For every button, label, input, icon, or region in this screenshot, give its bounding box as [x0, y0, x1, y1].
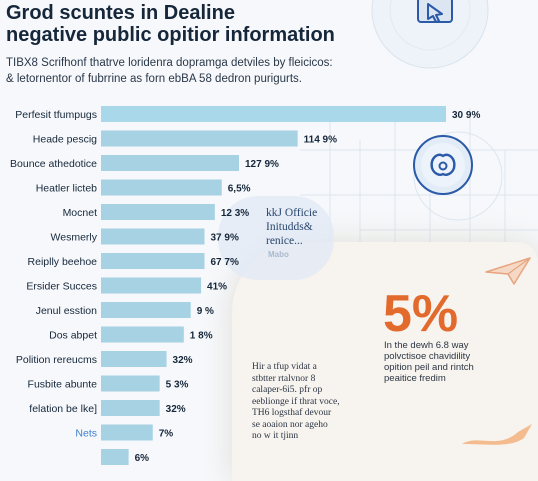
value-label-3: 6,5%: [228, 184, 251, 195]
value-label-12: 32%: [166, 404, 186, 415]
value-label-1: 114 9%: [304, 135, 337, 146]
orange-swoosh: [462, 424, 532, 445]
subtitle: TIBX8 Scrifhonf thatrve loridenra dopram…: [6, 55, 386, 87]
big-percent: 5%: [383, 285, 459, 343]
bar-6: [101, 253, 205, 269]
title-line-1: Grod scuntes in Dealine: [6, 2, 235, 24]
left-note-line-7: no w it tjinn: [252, 431, 299, 441]
category-label-9: Dos abpet: [49, 330, 97, 342]
bar-7: [101, 277, 202, 294]
value-label-4: 12 3%: [221, 208, 249, 219]
value-label-8: 9 %: [197, 306, 214, 317]
bar-10: [101, 351, 167, 367]
left-note: Hir a tfup vidat a stbtter rtalvnor 8 ca…: [252, 362, 384, 443]
badge-line-1: kkJ Officie: [266, 207, 318, 219]
left-note-line-4: eeblionge if thrat voce,: [252, 396, 340, 407]
bar-4: [101, 204, 215, 220]
category-label-7: Ersider Succes: [26, 281, 97, 293]
right-note: In the dewh 6.8 way polvctisoe chavidili…: [384, 340, 534, 384]
category-label-12: felation be lke]: [29, 403, 97, 415]
bar-chart: Perfesit tfumpugs 30 9% Heade pescig 114 9%…: [10, 106, 480, 465]
flower-ring-icon: [413, 135, 473, 195]
value-label-13: 7%: [159, 429, 174, 440]
category-label-2: Bounce athedotice: [10, 158, 97, 170]
category-label-5: Wesmerly: [51, 232, 98, 244]
cursor-arrow-icon: [417, 0, 453, 23]
bar-14: [101, 449, 129, 465]
value-label-5: 37 9%: [211, 233, 239, 244]
left-note-line-5: TH6 logsthaf devour: [252, 408, 332, 418]
category-label-8: Jenul esstion: [36, 305, 97, 317]
subtitle-line-2: & letornentor of fubrrine as forn ebBA 5…: [6, 73, 302, 85]
right-note-line-1: In the dewh 6.8 way: [384, 340, 469, 351]
value-label-14: 6%: [135, 453, 150, 464]
subtitle-line-1: TIBX8 Scrifhonf thatrve loridenra dopram…: [6, 57, 333, 69]
paper-plane-icon: [485, 257, 531, 285]
category-label-0: Perfesit tfumpugs: [15, 109, 97, 121]
right-note-line-3: opition peil and rintch: [384, 362, 474, 373]
badge-card: [218, 196, 334, 280]
right-note-line-2: polvctisoe chavidility: [384, 351, 471, 362]
bar-11: [101, 375, 160, 392]
category-label-4: Mocnet: [63, 207, 98, 219]
bar-2: [101, 155, 239, 171]
value-label-11: 5 3%: [166, 380, 189, 391]
bar-0: [101, 106, 446, 122]
bar-9: [101, 326, 184, 343]
value-label-7: 41%: [207, 282, 227, 293]
bar-5: [101, 228, 205, 245]
bar-8: [101, 302, 191, 318]
badge-line-2: Initudds&: [266, 221, 313, 233]
category-label-13: Nets: [75, 428, 97, 440]
value-label-0: 30 9%: [452, 110, 480, 121]
value-label-2: 127 9%: [245, 159, 279, 170]
category-label-11: Fusbite abunte: [28, 379, 98, 391]
value-label-10: 32%: [173, 355, 193, 366]
right-note-line-4: peaitice fredim: [384, 373, 446, 384]
left-note-line-6: se aoaion nor ageho: [252, 419, 328, 430]
left-note-line-1: Hir a tfup vidat a: [252, 362, 317, 372]
title-line-2: negative public opitior information: [6, 24, 335, 46]
badge-text: kkJ Officie Initudds& renice...: [266, 206, 356, 248]
bar-3: [101, 179, 222, 196]
category-label-10: Polition rereucms: [16, 354, 97, 366]
bar-1: [101, 130, 298, 147]
left-note-line-2: stbtter rtalvnor 8: [252, 373, 316, 384]
page-title: Grod scuntes in Dealine negative public …: [6, 2, 366, 46]
bar-13: [101, 424, 153, 441]
category-label-3: Heatler licteb: [36, 183, 97, 195]
category-label-6: Reiplly beehoe: [28, 256, 98, 268]
bar-12: [101, 400, 160, 416]
value-label-6: 67 7%: [211, 257, 239, 268]
value-label-9: 1 8%: [190, 331, 213, 342]
badge-line-3: renice...: [266, 235, 303, 247]
category-label-1: Heade pescig: [33, 134, 97, 146]
left-note-line-3: calaper-6i5. pfr op: [252, 385, 323, 395]
badge-subtext: Mabo: [268, 250, 289, 259]
